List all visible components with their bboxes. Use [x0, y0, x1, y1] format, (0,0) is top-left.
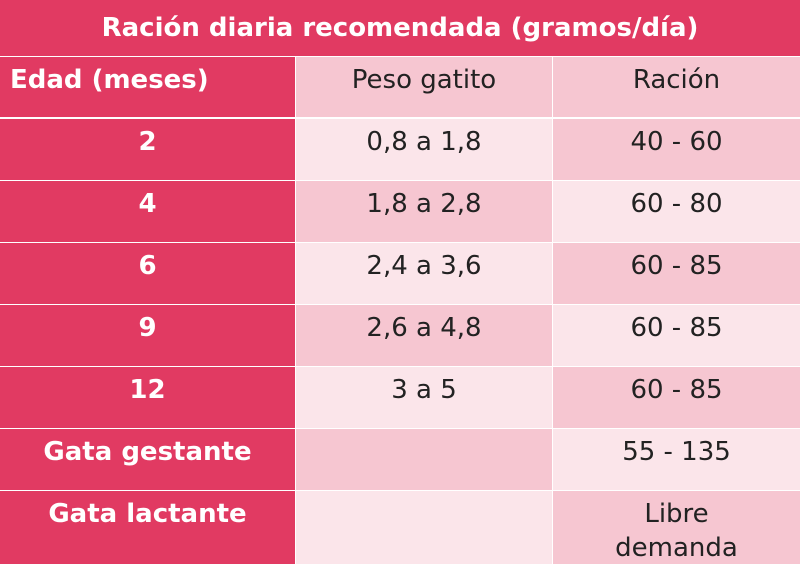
- data-cell: 2,4 a 3,6: [296, 243, 552, 304]
- data-cell: 1,8 a 2,8: [296, 181, 552, 242]
- header-cell: Edad (meses): [0, 57, 295, 117]
- cell-text: 40 - 60: [630, 127, 723, 157]
- row-label: 12: [0, 367, 295, 428]
- data-cell: 60 - 85: [553, 243, 800, 304]
- row-label: 9: [0, 305, 295, 366]
- row-label: 2: [0, 119, 295, 180]
- cell-text: 60 - 85: [630, 251, 723, 281]
- cell-text: 2: [138, 127, 157, 157]
- cell-text: Gata gestante: [43, 437, 252, 467]
- data-cell: 60 - 85: [553, 367, 800, 428]
- cell-text: 1,8 a 2,8: [366, 189, 482, 219]
- data-cell: 55 - 135: [553, 429, 800, 490]
- cell-text: 60 - 85: [630, 375, 723, 405]
- data-cell: 60 - 85: [553, 305, 800, 366]
- data-cell: 40 - 60: [553, 119, 800, 180]
- cell-text: 4: [138, 189, 157, 219]
- cell-text: Libre demanda: [615, 499, 738, 563]
- table-title: Ración diaria recomendada (gramos/día): [0, 0, 800, 56]
- data-cell: 3 a 5: [296, 367, 552, 428]
- cell-text: Ración: [632, 65, 721, 95]
- cell-text: Edad (meses): [10, 65, 209, 95]
- header-cell: Peso gatito: [296, 57, 552, 117]
- row-label: Gata gestante: [0, 429, 295, 490]
- row-label: Gata lactante: [0, 491, 295, 564]
- cell-text: 6: [138, 251, 157, 281]
- cell-text: 55 - 135: [622, 437, 731, 467]
- data-cell: 0,8 a 1,8: [296, 119, 552, 180]
- cell-text: 9: [138, 313, 157, 343]
- cell-text: 3 a 5: [391, 375, 457, 405]
- row-label: 4: [0, 181, 295, 242]
- cell-text: 60 - 80: [630, 189, 723, 219]
- data-cell: 2,6 a 4,8: [296, 305, 552, 366]
- data-cell: Libre demanda: [553, 491, 800, 564]
- cell-text: 2,6 a 4,8: [366, 313, 482, 343]
- cell-text: 12: [129, 375, 166, 405]
- header-cell: Ración: [553, 57, 800, 117]
- cell-text: 2,4 a 3,6: [366, 251, 482, 281]
- cell-text: Peso gatito: [351, 65, 497, 95]
- data-cell: [296, 429, 552, 490]
- cell-text: 60 - 85: [630, 313, 723, 343]
- data-cell: [296, 491, 552, 564]
- cell-text: 0,8 a 1,8: [366, 127, 482, 157]
- row-label: 6: [0, 243, 295, 304]
- cell-text: Gata lactante: [48, 499, 247, 529]
- data-cell: 60 - 80: [553, 181, 800, 242]
